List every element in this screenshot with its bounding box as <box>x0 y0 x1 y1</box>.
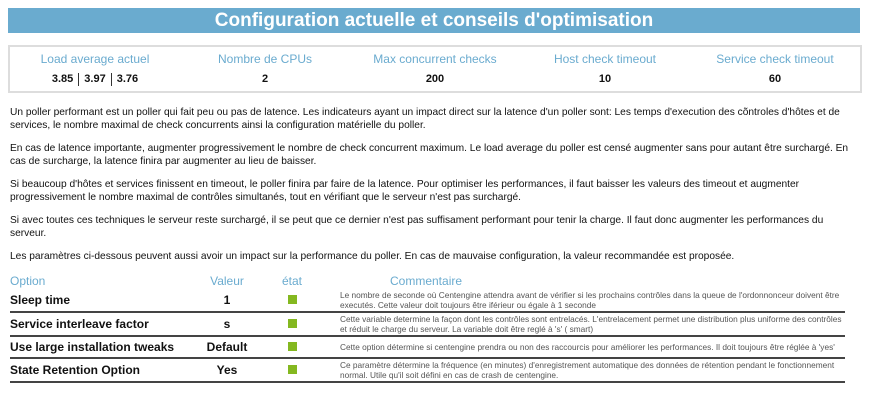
stat-value: 200 <box>425 73 445 85</box>
option-comment: Cette option détermine si centengine pre… <box>340 336 845 359</box>
paragraph: Si beaucoup d'hôtes et services finissen… <box>10 179 800 203</box>
stat-host-timeout: Host check timeout 10 <box>520 47 690 91</box>
option-comment: Le nombre de seconde où Centengine atten… <box>340 289 845 313</box>
paragraph: Un poller performant est un poller qui f… <box>10 107 840 131</box>
divider <box>78 72 80 86</box>
status-ok-icon <box>288 342 297 351</box>
load-1: 3.85 <box>51 73 74 85</box>
header-value: Valeur <box>210 274 244 288</box>
stat-service-timeout: Service check timeout 60 <box>690 47 860 91</box>
stat-label: Service check timeout <box>716 52 834 66</box>
page-title: Configuration actuelle et conseils d'opt… <box>8 8 860 33</box>
table-row: Service interleave factor s Cette variab… <box>10 312 845 337</box>
status-ok-icon <box>288 319 297 328</box>
status-ok-icon <box>288 365 297 374</box>
header-option: Option <box>10 274 46 288</box>
option-comment: Cette variable determine la façon dont l… <box>340 312 845 337</box>
status-cell <box>262 336 340 359</box>
stat-value: 60 <box>768 73 782 85</box>
stat-value: 10 <box>598 73 612 85</box>
paragraph: Si avec toutes ces techniques le serveur… <box>10 215 824 239</box>
page: Configuration actuelle et conseils d'opt… <box>8 8 862 383</box>
load-15: 3.76 <box>116 73 139 85</box>
status-cell <box>262 312 340 337</box>
stat-label: Max concurrent checks <box>373 52 497 66</box>
stat-load-average: Load average actuel 3.85 3.97 3.76 <box>10 47 180 91</box>
options-table: Option Valeur état Commentaire Sleep tim… <box>10 273 845 383</box>
advice-text: Un poller performant est un poller qui f… <box>10 106 860 263</box>
table-row: Use large installation tweaks Default Ce… <box>10 336 845 359</box>
stat-label: Load average actuel <box>40 52 150 66</box>
option-value: Yes <box>192 358 262 383</box>
status-ok-icon <box>288 295 297 304</box>
header-status: état <box>282 274 303 288</box>
option-name: Sleep time <box>10 289 192 313</box>
option-comment: Ce paramètre détermine la fréquence (en … <box>340 358 845 383</box>
header-comment: Commentaire <box>390 274 463 288</box>
stat-values: 3.85 3.97 3.76 <box>10 72 180 86</box>
table-row: Sleep time 1 Le nombre de seconde où Cen… <box>10 289 845 313</box>
divider <box>110 72 112 86</box>
option-name: Use large installation tweaks <box>10 336 192 359</box>
stat-max-concurrent: Max concurrent checks 200 <box>350 47 520 91</box>
paragraph: En cas de latence importante, augmenter … <box>10 143 849 167</box>
option-value: s <box>192 312 262 337</box>
option-name: State Retention Option <box>10 358 192 383</box>
option-value: Default <box>192 336 262 359</box>
paragraph: Les paramètres ci-dessous peuvent aussi … <box>10 251 735 262</box>
table-row: State Retention Option Yes Ce paramètre … <box>10 358 845 383</box>
status-cell <box>262 358 340 383</box>
option-value: 1 <box>192 289 262 313</box>
stat-label: Host check timeout <box>553 52 657 66</box>
option-name: Service interleave factor <box>10 312 192 337</box>
stat-label: Nombre de CPUs <box>217 52 313 66</box>
load-5: 3.97 <box>84 73 106 85</box>
status-cell <box>262 289 340 313</box>
stats-panel: Load average actuel 3.85 3.97 3.76 Nombre … <box>8 45 862 93</box>
stat-value: 2 <box>261 73 269 85</box>
stat-cpus: Nombre de CPUs 2 <box>180 47 350 91</box>
